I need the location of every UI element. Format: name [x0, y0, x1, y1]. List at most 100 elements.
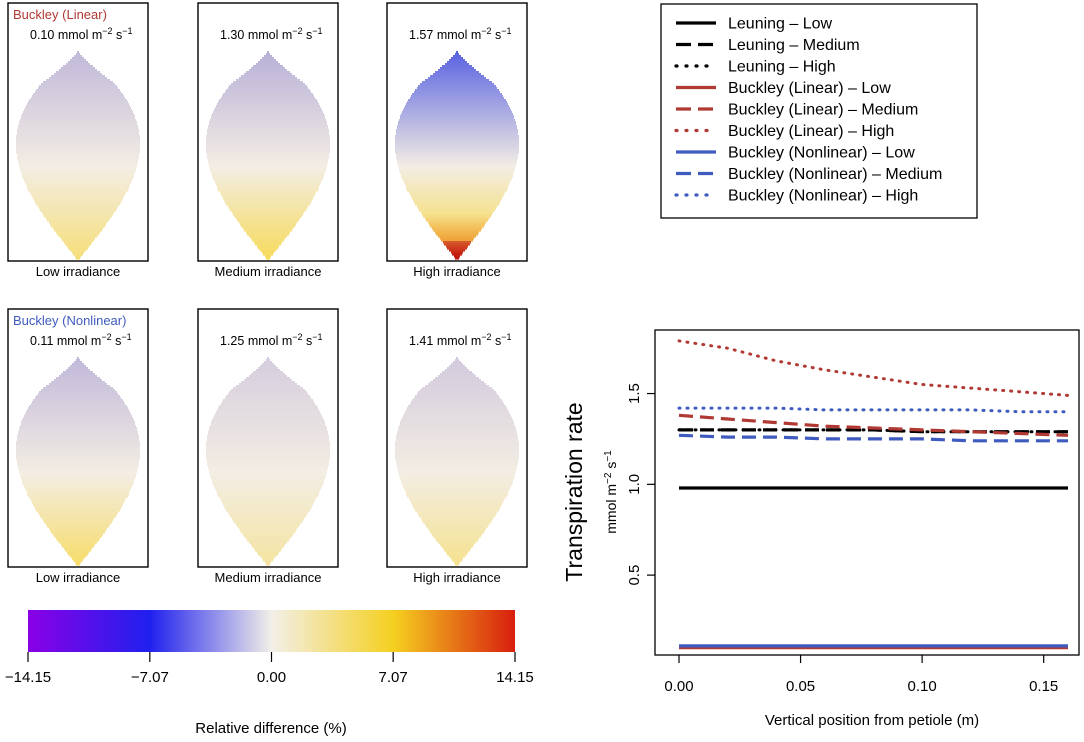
leaf-row: [53, 227, 103, 230]
leaf-row: [397, 467, 517, 470]
leaf-row: [22, 481, 134, 484]
leaf-row: [72, 363, 84, 366]
chart-axes: 0.00 0.05 0.10 0.15 0.5 1.0 1.5: [626, 383, 1058, 695]
leaf-row: [208, 161, 328, 164]
leaf-row: [49, 527, 107, 530]
leaf-row: [19, 123, 137, 126]
leaf-row: [252, 545, 284, 548]
leaf-row: [455, 359, 459, 362]
leaf-row: [397, 465, 517, 468]
leaf-row: [247, 539, 289, 542]
leaf-row: [16, 151, 140, 154]
legend-label: Buckley (Linear) – Medium: [728, 102, 918, 119]
leaf-row: [27, 187, 129, 190]
leaf-row: [411, 195, 503, 198]
leaf-row: [418, 391, 496, 394]
leaf-row: [440, 543, 474, 546]
leaf-row: [412, 399, 502, 402]
leaf-row: [16, 451, 140, 454]
leaf-row: [215, 487, 321, 490]
leaf-row: [16, 455, 140, 458]
leaf-row: [65, 549, 91, 552]
leaf-row: [251, 373, 285, 376]
leaf-row: [49, 383, 107, 386]
leaf-row: [212, 113, 324, 116]
leaf-row: [435, 71, 479, 74]
leaf-row: [256, 63, 280, 66]
leaf-row: [20, 473, 136, 476]
leaf-row: [421, 517, 493, 520]
series-line: [677, 406, 1070, 414]
leaf-row: [247, 233, 289, 236]
leaf-row: [50, 223, 106, 226]
leaf-row: [57, 233, 99, 236]
transpiration-value: 1.41 mmol m−2 s−1: [409, 332, 512, 348]
leaf-row: [397, 433, 517, 436]
leaf-row: [62, 545, 94, 548]
leaf-row: [63, 65, 93, 68]
leaf-row: [206, 453, 330, 456]
colorbar-label: Relative difference (%): [195, 720, 346, 737]
leaf-row: [67, 245, 89, 248]
leaf-row: [252, 239, 284, 242]
leaf-panel: 1.25 mmol m−2 s−1 Medium irradiance: [197, 308, 339, 585]
leaf-row: [21, 421, 135, 424]
leaf-row: [425, 385, 489, 388]
leaf-row: [208, 159, 328, 162]
leaf-row: [403, 485, 511, 488]
leaf-row: [210, 167, 326, 170]
leaf-row: [206, 139, 330, 142]
leaf-row: [451, 251, 463, 254]
leaf-row: [66, 63, 90, 66]
leaf-row: [18, 465, 138, 468]
leaf-row: [442, 65, 472, 68]
leaf-row: [17, 133, 139, 136]
leaf-row: [420, 389, 494, 392]
leaf-row: [211, 423, 325, 426]
leaf-row: [403, 109, 511, 112]
leaf-row: [405, 489, 509, 492]
leaf-panel: 1.57 mmol m−2 s−1 High irradiance: [386, 2, 528, 279]
leaf-row: [396, 129, 518, 132]
leaf-row: [433, 535, 481, 538]
leaf-row: [221, 193, 315, 196]
leaf-row: [396, 153, 518, 156]
leaf-row: [395, 145, 519, 148]
leaf-row: [399, 425, 515, 428]
y-axis-units: mmol m−2 s−1: [603, 450, 620, 534]
leaf-row: [395, 451, 519, 454]
leaf-row: [408, 99, 506, 102]
legend-label: Buckley (Nonlinear) – Low: [728, 145, 915, 162]
leaf-row: [35, 397, 121, 400]
leaf-row: [228, 205, 308, 208]
leaf-row: [218, 407, 318, 410]
leaf-row: [244, 229, 292, 232]
leaf-row: [407, 495, 507, 498]
leaf-row: [215, 107, 321, 110]
leaf-row: [453, 361, 461, 364]
leaf-row: [23, 417, 133, 420]
leaf-row: [70, 555, 86, 558]
leaf-row: [208, 433, 328, 436]
leaf-row: [444, 549, 470, 552]
leaf-row: [17, 463, 139, 466]
leaf-row: [400, 421, 514, 424]
leaf-row: [30, 191, 126, 194]
leaf-row: [24, 485, 132, 488]
leaf-row: [213, 111, 323, 114]
leaf-row: [213, 177, 323, 180]
leaf-row: [17, 439, 139, 442]
leaf-row: [395, 443, 519, 446]
leaf-row: [210, 425, 326, 428]
leaf-row: [31, 193, 125, 196]
leaf-row: [395, 455, 519, 458]
leaf-row: [234, 215, 302, 218]
leaf-row: [258, 247, 278, 250]
leaf-row: [214, 179, 322, 182]
leaf-row: [406, 493, 508, 496]
leaf-row: [222, 501, 314, 504]
leaf-row: [241, 225, 295, 228]
leaf-row: [16, 135, 140, 138]
leaf-row: [16, 441, 140, 444]
leaf-row: [19, 427, 137, 430]
